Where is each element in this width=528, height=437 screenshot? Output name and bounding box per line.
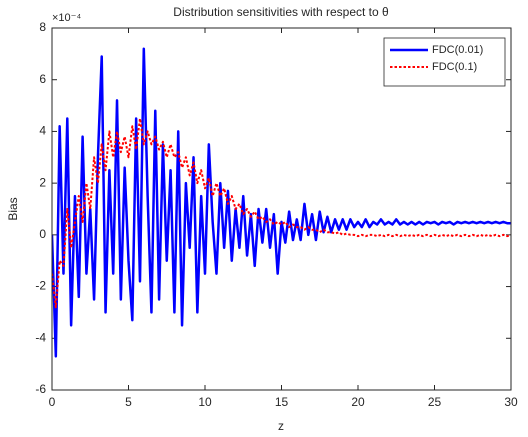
- x-axis-label: z: [278, 419, 284, 433]
- x-tick-label: 30: [504, 395, 518, 409]
- x-tick-label: 5: [125, 395, 132, 409]
- y-tick-label: -4: [35, 330, 46, 344]
- x-tick-label: 15: [275, 395, 289, 409]
- series-line: [52, 117, 511, 309]
- x-tick-label: 10: [198, 395, 212, 409]
- chart-title: Distribution sensitivities with respect …: [173, 5, 389, 19]
- x-tick-label: 25: [428, 395, 442, 409]
- y-tick-label: -6: [35, 382, 46, 396]
- y-tick-label: 6: [39, 72, 46, 86]
- legend-box: [383, 37, 506, 87]
- y-tick-label: 2: [39, 175, 46, 189]
- plot-lines: [52, 47, 511, 358]
- axes-box: [51, 27, 512, 391]
- x-tick-label: 0: [49, 395, 56, 409]
- x-tick-label: 20: [351, 395, 365, 409]
- legend-label: FDC(0.01): [432, 44, 483, 56]
- legend-label: FDC(0.1): [432, 61, 477, 73]
- plot-area: [52, 28, 511, 390]
- y-tick-label: -2: [35, 279, 46, 293]
- y-tick-label: 8: [39, 20, 46, 34]
- series-line: [52, 47, 511, 358]
- y-tick-label: 0: [39, 227, 46, 241]
- y-tick-label: 4: [39, 124, 46, 138]
- y-axis-label: Bias: [6, 197, 20, 220]
- y-exponent: ×10⁻⁴: [52, 12, 81, 24]
